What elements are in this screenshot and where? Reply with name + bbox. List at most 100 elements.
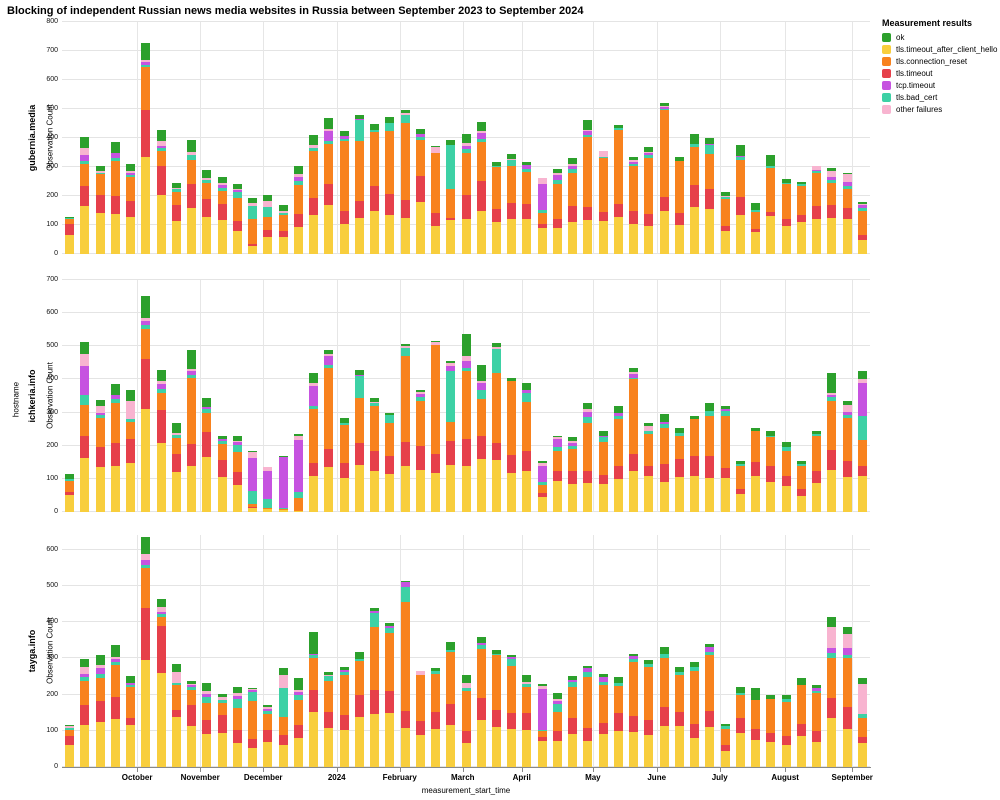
bar-segment (156, 140, 166, 147)
bar-segment (293, 434, 303, 437)
stacked-bar (674, 667, 684, 767)
stacked-bar (156, 130, 166, 254)
bar-segment (324, 183, 334, 206)
y-tick-label: 200 (46, 441, 58, 449)
bar-segment (293, 691, 303, 695)
bar-segment (537, 493, 547, 498)
y-tick-label: 600 (46, 545, 58, 553)
bar-segment (812, 436, 822, 472)
bar-segment (141, 324, 151, 329)
bar-segment (80, 164, 90, 186)
stacked-bar (735, 460, 745, 512)
bar-segment (827, 469, 837, 512)
stacked-bar (857, 371, 867, 512)
bar-segment (857, 415, 867, 440)
bar-segment (461, 682, 471, 688)
bar-segment (263, 230, 273, 238)
bar-segment (80, 404, 90, 437)
bar-segment (491, 209, 501, 223)
bar-segment (110, 443, 120, 467)
stacked-bar (522, 161, 532, 254)
bar-segment (309, 655, 319, 659)
bar-segment (415, 401, 425, 446)
bar-segment (141, 560, 151, 565)
bar-segment (385, 632, 395, 691)
bar-segment (202, 409, 212, 413)
bar-segment (857, 714, 867, 719)
stacked-bar (415, 390, 425, 512)
bar-segment (156, 409, 166, 444)
bar-segment (598, 430, 608, 436)
bar-segment (735, 157, 745, 160)
bar-segment (598, 483, 608, 512)
stacked-bar (705, 402, 715, 512)
bar-segment (187, 685, 197, 688)
stacked-bar (629, 653, 639, 767)
stacked-bar (65, 217, 75, 254)
stacked-bar (796, 460, 806, 512)
bar-segment (65, 478, 75, 481)
bar-segment (705, 651, 715, 655)
bar-segment (476, 698, 486, 720)
bar-segment (735, 463, 745, 466)
bar-segment (842, 414, 852, 419)
y-tick-label: 200 (46, 690, 58, 698)
stacked-bar (644, 423, 654, 512)
bar-segment (598, 437, 608, 443)
bar-segment (339, 138, 349, 141)
bar-segment (110, 644, 120, 658)
bar-segment (171, 187, 181, 190)
bar-segment (80, 206, 90, 254)
bar-segment (80, 155, 90, 161)
legend-item-label: ok (896, 33, 905, 42)
bar-segment (446, 361, 456, 364)
stacked-bar (659, 103, 669, 254)
bar-segment (781, 184, 791, 220)
bar-segment (857, 718, 867, 737)
bar-segment (431, 728, 440, 767)
stacked-bar (461, 675, 471, 767)
bar-segment (705, 643, 715, 648)
bar-segment (552, 174, 562, 181)
bar-segment (156, 613, 166, 617)
y-tick-label: 100 (46, 726, 58, 734)
bar-segment (583, 131, 593, 135)
gridline-vertical (852, 535, 854, 767)
bar-segment (80, 436, 90, 458)
bar-segment (232, 686, 242, 694)
bar-segment (202, 183, 212, 200)
bar-segment (217, 444, 227, 460)
bar-segment (705, 477, 715, 512)
bar-segment (720, 745, 730, 751)
stacked-bar (278, 205, 288, 254)
bar-segment (446, 219, 456, 254)
bar-segment (720, 196, 730, 198)
bar-segment (248, 689, 258, 691)
stacked-bar (735, 145, 745, 254)
bar-segment (659, 653, 669, 659)
bar-segment (812, 206, 822, 220)
gridline-vertical (719, 535, 721, 767)
bar-segment (659, 424, 669, 428)
bar-segment (812, 693, 822, 732)
bar-segment (187, 208, 197, 254)
stacked-bar (766, 155, 776, 254)
legend-swatch-icon (882, 69, 891, 78)
stacked-bar (80, 136, 90, 254)
bar-segment (400, 217, 410, 254)
bar-segment (827, 450, 837, 470)
bar-segment (552, 218, 562, 228)
bar-segment (126, 421, 136, 440)
bar-segment (827, 616, 837, 627)
bar-segment (141, 295, 151, 319)
bar-segment (720, 750, 730, 767)
bar-segment (217, 693, 227, 698)
bar-segment (629, 377, 639, 380)
bar-segment (95, 667, 105, 675)
bar-segment (293, 174, 303, 178)
bar-segment (354, 114, 364, 119)
bar-segment (202, 217, 212, 254)
stacked-bar (339, 418, 349, 512)
stacked-bar (629, 367, 639, 512)
bar-segment (644, 425, 654, 432)
